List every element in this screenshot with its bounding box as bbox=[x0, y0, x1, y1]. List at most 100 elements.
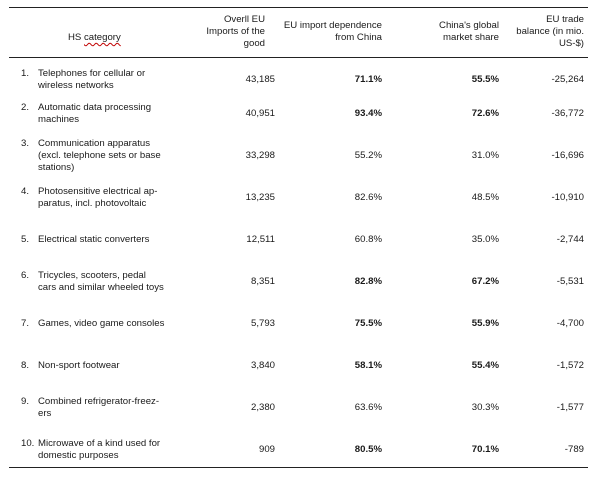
row-number: 3. bbox=[21, 138, 30, 149]
row-number: 9. bbox=[21, 396, 30, 407]
hs-category-line: Automatic data processing bbox=[38, 102, 152, 113]
hs-category: Communication apparatus (excl. telephone … bbox=[38, 138, 188, 174]
table-row: 4. Photosensitive electrical ap-paratus, … bbox=[9, 180, 588, 220]
hs-category: Microwave of a kind used for domestic pur… bbox=[38, 438, 188, 462]
row-number: 4. bbox=[21, 186, 30, 197]
global-market-share: 35.0% bbox=[471, 234, 499, 245]
header-hs-label: HS bbox=[68, 32, 84, 43]
global-market-share: 67.2% bbox=[471, 276, 499, 287]
hs-category-line: Games, video game consoles bbox=[38, 318, 165, 329]
overall-imports: 43,185 bbox=[245, 74, 275, 85]
hs-category-line: wireless networks bbox=[38, 80, 114, 91]
hs-category: Automatic data processing machines bbox=[38, 102, 188, 126]
overall-imports: 5,793 bbox=[250, 318, 275, 329]
table-row: 5. Electrical static converters 12,511 60.8… bbox=[9, 222, 588, 262]
header-line: good bbox=[243, 38, 265, 49]
global-market-share: 55.4% bbox=[471, 360, 499, 371]
global-market-share: 30.3% bbox=[471, 402, 499, 413]
header-line: market share bbox=[443, 32, 499, 43]
header-overall-imports: Overll EU Imports of the good bbox=[199, 14, 265, 50]
trade-balance: -5,531 bbox=[556, 276, 584, 287]
import-dependence: 82.8% bbox=[354, 276, 382, 287]
hs-category-line: Tricycles, scooters, pedal bbox=[38, 270, 146, 281]
row-number: 8. bbox=[21, 360, 30, 371]
table-row: 2. Automatic data processing machines 40,95… bbox=[9, 96, 588, 136]
import-dependence: 82.6% bbox=[354, 192, 382, 203]
global-market-share: 72.6% bbox=[471, 108, 499, 119]
hs-category-line: Communication apparatus bbox=[38, 138, 150, 149]
hs-category-line: Electrical static converters bbox=[38, 234, 150, 245]
table-bottom-rule bbox=[9, 467, 588, 468]
global-market-share: 70.1% bbox=[471, 444, 499, 455]
header-bottom-rule bbox=[9, 57, 588, 58]
row-number: 2. bbox=[21, 102, 30, 113]
hs-category-line: cars and similar wheeled toys bbox=[38, 282, 164, 293]
table-row: 3. Communication apparatus (excl. telephon… bbox=[9, 138, 588, 178]
hs-category-line: Telephones for cellular or bbox=[38, 68, 146, 79]
hs-category: Telephones for cellular or wireless netwo… bbox=[38, 68, 188, 92]
header-line: China's global bbox=[439, 20, 499, 31]
trade-balance: -4,700 bbox=[556, 318, 584, 329]
header-market-share: China's global market share bbox=[409, 20, 499, 44]
hs-category: Games, video game consoles bbox=[38, 318, 188, 330]
hs-category-line: domestic purposes bbox=[38, 450, 119, 461]
header-line: from China bbox=[335, 32, 382, 43]
hs-category-line: Microwave of a kind used for bbox=[38, 438, 161, 449]
trade-balance: -16,696 bbox=[551, 150, 584, 161]
hs-category-line: ers bbox=[38, 408, 52, 419]
overall-imports: 909 bbox=[258, 444, 275, 455]
hs-category-line: machines bbox=[38, 114, 80, 125]
trade-balance: -10,910 bbox=[551, 192, 584, 203]
header-hs-category: HS category bbox=[68, 32, 121, 44]
table-row: 7. Games, video game consoles 5,793 75.5% 55… bbox=[9, 306, 588, 346]
hs-category-line: Combined refrigerator-freez- bbox=[38, 396, 160, 407]
table-row: 6. Tricycles, scooters, pedal cars and sim… bbox=[9, 264, 588, 304]
row-number: 7. bbox=[21, 318, 30, 329]
import-dependence: 60.8% bbox=[354, 234, 382, 245]
row-number: 5. bbox=[21, 234, 30, 245]
table-top-rule bbox=[9, 7, 588, 8]
header-line: Imports of the bbox=[206, 26, 265, 37]
table-row: 8. Non-sport footwear 3,840 58.1% 55.4% -1,57… bbox=[9, 348, 588, 388]
overall-imports: 8,351 bbox=[250, 276, 275, 287]
header-line: EU trade bbox=[546, 14, 584, 25]
row-number: 6. bbox=[21, 270, 30, 281]
header-line: balance (in mio. bbox=[516, 26, 584, 37]
overall-imports: 2,380 bbox=[250, 402, 275, 413]
trade-balance: -1,577 bbox=[556, 402, 584, 413]
hs-category-line: paratus, incl. photovoltaic bbox=[38, 198, 147, 209]
global-market-share: 55.9% bbox=[471, 318, 499, 329]
hs-category: Electrical static converters bbox=[38, 234, 188, 246]
import-dependence: 63.6% bbox=[354, 402, 382, 413]
header-line: US-$) bbox=[558, 38, 584, 49]
import-dependence: 58.1% bbox=[354, 360, 382, 371]
import-dependence: 55.2% bbox=[354, 150, 382, 161]
header-import-dependence: EU import dependence from China bbox=[276, 20, 382, 44]
table-row: 10. Microwave of a kind used for domestic … bbox=[9, 432, 588, 472]
trade-balance: -25,264 bbox=[551, 74, 584, 85]
hs-category: Tricycles, scooters, pedal cars and simil… bbox=[38, 270, 188, 294]
overall-imports: 12,511 bbox=[246, 234, 275, 245]
trade-balance: -1,572 bbox=[556, 360, 584, 371]
hs-category-line: (excl. telephone sets or base bbox=[38, 150, 161, 161]
overall-imports: 13,235 bbox=[245, 192, 275, 203]
header-line: Overll EU bbox=[223, 14, 265, 25]
overall-imports: 40,951 bbox=[245, 108, 275, 119]
row-number: 1. bbox=[21, 68, 30, 79]
hs-category: Photosensitive electrical ap-paratus, in… bbox=[38, 186, 188, 210]
trade-balance: -2,744 bbox=[556, 234, 584, 245]
hs-category: Combined refrigerator-freez-ers bbox=[38, 396, 188, 420]
table-row: 9. Combined refrigerator-freez-ers 2,380 63… bbox=[9, 390, 588, 430]
header-category-label: category bbox=[84, 32, 121, 43]
global-market-share: 48.5% bbox=[471, 192, 499, 203]
row-number: 10. bbox=[21, 438, 35, 449]
trade-balance: -36,772 bbox=[551, 108, 584, 119]
overall-imports: 33,298 bbox=[245, 150, 275, 161]
global-market-share: 55.5% bbox=[471, 74, 499, 85]
import-dependence: 71.1% bbox=[354, 74, 382, 85]
hs-category-line: stations) bbox=[38, 162, 75, 173]
import-dependence: 80.5% bbox=[354, 444, 382, 455]
overall-imports: 3,840 bbox=[250, 360, 275, 371]
import-dependence: 93.4% bbox=[354, 108, 382, 119]
hs-category: Non-sport footwear bbox=[38, 360, 188, 372]
